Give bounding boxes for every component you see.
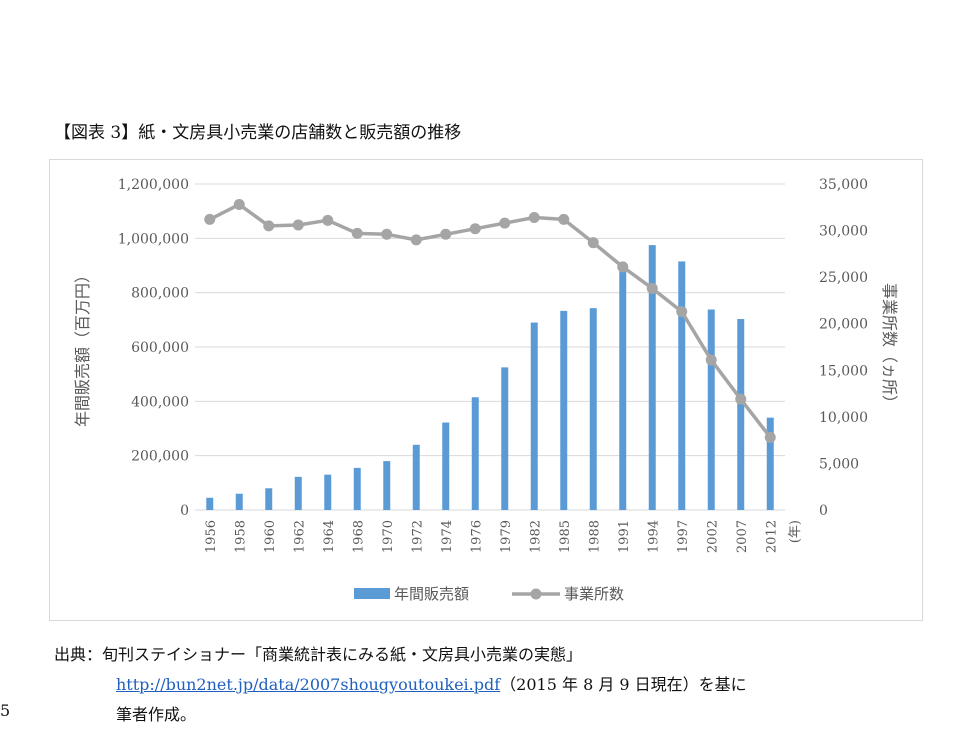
bar-annual-sales xyxy=(412,444,420,510)
x-tick-label: 1968 xyxy=(351,520,366,553)
bar-annual-sales xyxy=(737,319,745,510)
x-tick-label: 1964 xyxy=(322,520,337,553)
x-tick-label: 1960 xyxy=(263,520,278,553)
y-right-tick-label: 20,000 xyxy=(819,317,868,333)
point-establishments xyxy=(587,237,599,249)
bar-annual-sales xyxy=(707,309,715,510)
x-tick-label: 1985 xyxy=(558,520,573,553)
y-right-tick-label: 5,000 xyxy=(819,456,859,472)
point-establishments xyxy=(735,393,747,405)
point-establishments xyxy=(705,354,717,366)
y-right-tick-label: 0 xyxy=(819,503,828,519)
x-tick-label: 1958 xyxy=(233,520,248,553)
point-establishments xyxy=(617,261,629,273)
bar-annual-sales xyxy=(265,488,273,510)
x-tick-label: 1991 xyxy=(617,520,632,553)
legend-label-bar: 年間販売額 xyxy=(394,585,469,603)
x-tick-label: 1979 xyxy=(499,520,514,553)
y-left-tick-label: 200,000 xyxy=(131,449,189,465)
y-right-tick-label: 25,000 xyxy=(819,270,868,286)
page-number: 5 xyxy=(0,701,11,720)
point-establishments xyxy=(322,214,334,226)
legend-swatch-bar xyxy=(354,588,390,599)
y-left-tick-label: 400,000 xyxy=(131,394,189,410)
y-left-tick-label: 800,000 xyxy=(131,286,189,302)
point-establishments xyxy=(440,228,452,240)
bar-annual-sales xyxy=(766,417,774,510)
bar-annual-sales xyxy=(324,474,332,510)
source-line-2: http://bun2net.jp/data/2007shougyoutouke… xyxy=(54,670,747,700)
x-tick-label: 1988 xyxy=(587,520,602,553)
point-establishments xyxy=(204,213,216,225)
y-left-tick-label: 1,200,000 xyxy=(118,177,189,193)
bar-annual-sales xyxy=(383,461,391,510)
y-left-axis-title: 年間販売額（百万円） xyxy=(73,267,92,427)
x-tick-label: 1956 xyxy=(204,520,219,553)
source-link[interactable]: http://bun2net.jp/data/2007shougyoutouke… xyxy=(116,675,501,694)
x-tick-label: 1976 xyxy=(469,520,484,553)
legend-label-line: 事業所数 xyxy=(564,585,624,603)
figure-title: 【図表 3】紙・文房具小売業の店舗数と販売額の推移 xyxy=(54,123,462,143)
point-establishments xyxy=(410,234,422,246)
source-label: 出典：旬刊ステイショナー「商業統計表にみる紙・文房具小売業の実態」 xyxy=(54,645,583,664)
bar-annual-sales xyxy=(560,310,568,510)
combo-chart: 0 200,000 400,000 600,000 800,000 1,000,000 1,… xyxy=(73,177,899,603)
point-establishments xyxy=(499,217,511,229)
x-tick-label: 1997 xyxy=(676,520,691,553)
bar-annual-sales xyxy=(206,497,214,510)
point-establishments xyxy=(351,227,363,239)
source-note: 出典：旬刊ステイショナー「商業統計表にみる紙・文房具小売業の実態」 http:/… xyxy=(54,640,747,730)
x-tick-label: 1994 xyxy=(646,520,661,553)
x-tick-label: 1974 xyxy=(440,520,455,553)
bar-annual-sales xyxy=(530,322,538,510)
x-tick-label: 2012 xyxy=(764,520,779,553)
point-establishments xyxy=(764,431,776,443)
point-establishments xyxy=(646,282,658,294)
legend-swatch-marker xyxy=(530,588,542,600)
y-right-tick-label: 35,000 xyxy=(819,177,868,193)
bar-annual-sales xyxy=(648,245,656,510)
point-establishments xyxy=(528,212,540,224)
point-establishments xyxy=(381,228,393,240)
y-left-tick-label: 1,000,000 xyxy=(118,231,189,247)
x-tick-label: 1970 xyxy=(381,520,396,553)
x-tick-label: 2002 xyxy=(705,520,720,553)
bar-annual-sales xyxy=(501,367,509,510)
chart-container: 0 200,000 400,000 600,000 800,000 1,000,000 1,… xyxy=(49,159,923,621)
y-left-tick-label: 0 xyxy=(180,503,189,519)
x-axis-unit-label: (年) xyxy=(788,520,803,543)
bar-annual-sales xyxy=(235,493,243,510)
source-date: （2015 年 8 月 9 日現在）を基に xyxy=(500,675,747,694)
point-establishments xyxy=(558,213,570,225)
bar-annual-sales xyxy=(678,261,686,510)
point-establishments xyxy=(263,220,275,232)
point-establishments xyxy=(292,219,304,231)
y-right-tick-label: 15,000 xyxy=(819,363,868,379)
bar-annual-sales xyxy=(294,476,302,510)
x-tick-label: 2007 xyxy=(735,520,750,553)
x-tick-label: 1972 xyxy=(410,520,425,553)
source-line-3: 筆者作成。 xyxy=(116,705,197,724)
y-left-tick-label: 600,000 xyxy=(131,340,189,356)
y-right-axis-title: 事業所数（ヵ所） xyxy=(880,283,899,411)
bar-annual-sales xyxy=(589,308,597,510)
x-tick-label: 1982 xyxy=(528,520,543,553)
bar-annual-sales xyxy=(471,397,479,510)
point-establishments xyxy=(676,306,688,318)
point-establishments xyxy=(233,198,245,210)
y-right-tick-label: 30,000 xyxy=(819,224,868,240)
bar-annual-sales xyxy=(353,467,361,510)
y-right-tick-label: 10,000 xyxy=(819,410,868,426)
bar-annual-sales xyxy=(442,422,450,510)
line-establishments xyxy=(208,202,772,439)
x-tick-label: 1962 xyxy=(292,520,307,553)
point-establishments xyxy=(469,223,481,235)
bar-annual-sales xyxy=(619,265,627,510)
